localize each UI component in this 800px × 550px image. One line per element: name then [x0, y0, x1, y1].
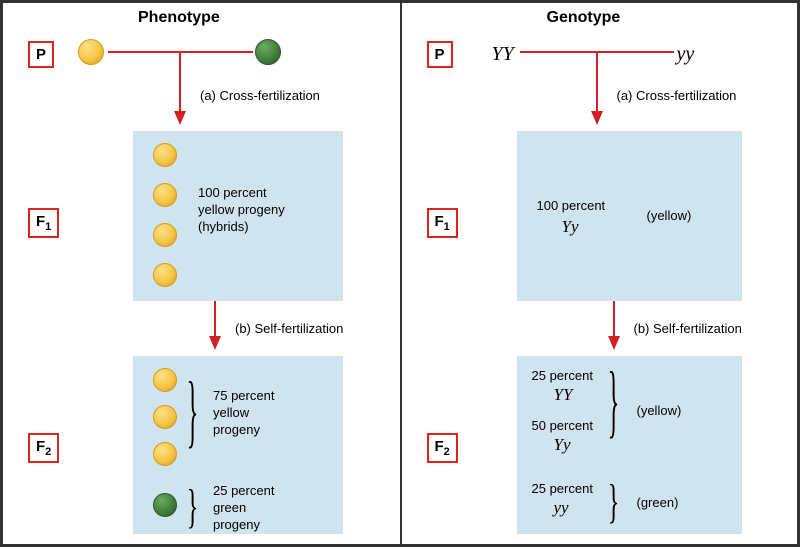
gen-label-F1-g: F1	[427, 208, 458, 238]
f2-pea-y1	[153, 368, 177, 392]
gen-P-text: P	[36, 46, 46, 63]
f1-color-genotype: (yellow)	[647, 208, 692, 225]
genotype-title: Genotype	[547, 9, 621, 27]
step-a-genotype: (a) Cross-fertilization	[617, 88, 737, 103]
gen-label-F1: F1	[28, 208, 59, 238]
gen-label-F2-g: F2	[427, 433, 458, 463]
gen-F1-text: F	[36, 213, 45, 230]
f2-pea-g	[153, 493, 177, 517]
parent1-genotype: YY	[492, 41, 514, 67]
f1-pea-1	[153, 143, 177, 167]
step-b-genotype: (b) Self-fertilization	[634, 321, 742, 336]
gen-P-text-g: P	[435, 46, 445, 63]
f1-pea-3	[153, 223, 177, 247]
f2-green-label-g: (green)	[637, 495, 679, 512]
f2-green-text: 25 percent green progeny	[213, 483, 274, 534]
diagram-container: Phenotype P F1 F2 (a) Cross-fertilizatio…	[0, 0, 800, 547]
f1-box-genotype	[517, 131, 742, 301]
pea-yellow-parent	[78, 39, 104, 65]
brace-green-g: }	[607, 478, 619, 526]
brace-green: }	[187, 483, 199, 531]
phenotype-title: Phenotype	[138, 9, 220, 27]
f2-YY-pct: 25 percent	[532, 368, 593, 385]
f2-yellow-text: 75 percent yellow progeny	[213, 388, 274, 439]
gen-label-P-g: P	[427, 41, 453, 68]
f1-text-phenotype: 100 percent yellow progeny (hybrids)	[198, 185, 285, 236]
gen-label-F2: F2	[28, 433, 59, 463]
f2-pea-y2	[153, 405, 177, 429]
f2-yellow-label-g: (yellow)	[637, 403, 682, 420]
gen-label-P: P	[28, 41, 54, 68]
step-a-phenotype: (a) Cross-fertilization	[200, 88, 320, 103]
f2-yy-pct: 25 percent	[532, 481, 593, 498]
f1-pct-genotype: 100 percent	[537, 198, 606, 215]
gen-F1-text-g: F	[435, 213, 444, 230]
gen-F2-text-g: F	[435, 438, 444, 455]
f1-pea-2	[153, 183, 177, 207]
pea-green-parent	[255, 39, 281, 65]
step-b-phenotype: (b) Self-fertilization	[235, 321, 343, 336]
brace-yellow-g: }	[607, 361, 619, 443]
parent2-genotype: yy	[677, 41, 695, 67]
f1-pea-4	[153, 263, 177, 287]
gen-F2-text: F	[36, 438, 45, 455]
gen-F2-sub: 2	[45, 446, 51, 458]
genotype-panel: Genotype P F1 F2 YY yy (a) Cross-fertili…	[402, 3, 798, 544]
f2-Yy-pct: 50 percent	[532, 418, 593, 435]
gen-F1-sub: 1	[45, 221, 51, 233]
f1-geno: Yy	[562, 216, 579, 238]
brace-yellow: }	[187, 371, 199, 453]
gen-F1-sub-g: 1	[444, 221, 450, 233]
gen-F2-sub-g: 2	[444, 446, 450, 458]
f2-pea-y3	[153, 442, 177, 466]
f2-Yy-geno: Yy	[554, 434, 571, 456]
f2-YY-geno: YY	[554, 384, 573, 406]
f2-yy-geno: yy	[554, 497, 569, 519]
phenotype-panel: Phenotype P F1 F2 (a) Cross-fertilizatio…	[3, 3, 402, 544]
